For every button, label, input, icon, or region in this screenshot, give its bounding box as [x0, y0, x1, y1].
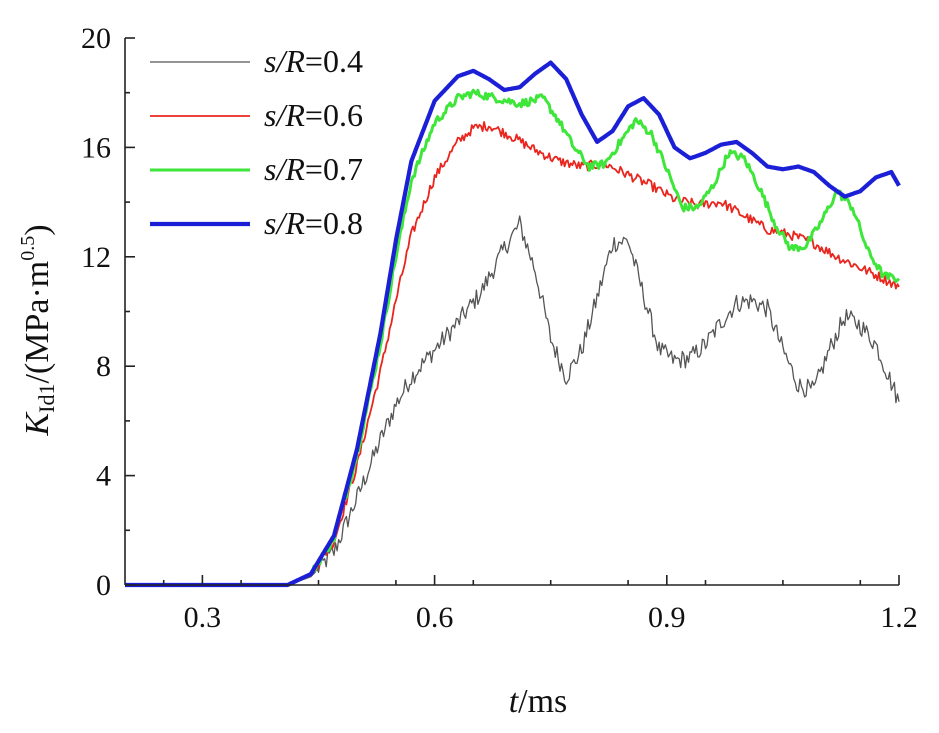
- ticks: 0.3 0.6 0.9 1.2 0 4 8 12 16 20: [81, 22, 918, 634]
- plot-lines: [124, 60, 901, 588]
- series-line-s-r-0-6: [125, 121, 900, 586]
- y-tick-label: 8: [96, 350, 111, 383]
- x-axis-label: t/ms: [509, 683, 568, 720]
- y-tick-label: 0: [96, 569, 111, 602]
- series-line-s-r-0-4: [125, 215, 900, 586]
- x-tick-label: 0.9: [648, 601, 686, 634]
- legend-entry: s/R=0.7: [264, 151, 363, 187]
- x-tick-label: 0.3: [184, 601, 222, 634]
- x-tick-label: 1.2: [880, 601, 918, 634]
- legend-entry: s/R=0.8: [264, 205, 363, 241]
- axis-labels: t/ms KId1/(MPa·m0.5): [17, 224, 567, 720]
- legend-entry: s/R=0.4: [264, 43, 363, 79]
- x-tick-label: 0.6: [416, 601, 454, 634]
- axes: [124, 38, 899, 586]
- y-axis-label: KId1/(MPa·m0.5): [17, 224, 59, 436]
- y-tick-label: 20: [81, 22, 111, 55]
- legend-entry: s/R=0.6: [264, 97, 363, 133]
- y-tick-label: 16: [81, 131, 111, 164]
- legend: s/R=0.4 s/R=0.6 s/R=0.7 s/R=0.8: [150, 43, 363, 241]
- y-tick-label: 4: [96, 460, 111, 493]
- y-tick-label: 12: [81, 241, 111, 274]
- series-line-s-r-0-7: [125, 88, 901, 587]
